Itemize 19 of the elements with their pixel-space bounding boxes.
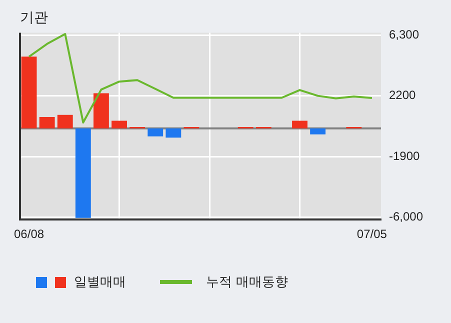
bar: [75, 128, 91, 218]
y-tick-label: 6,300: [388, 27, 420, 42]
y-tick-label: -6,000: [388, 210, 424, 224]
legend-label: 일별매매: [74, 274, 126, 291]
legend-label: 누적 매매동향: [206, 274, 288, 291]
y-tick-label: -1900: [388, 148, 420, 163]
bar: [94, 93, 109, 128]
x-tick-label: 07/05: [356, 227, 388, 242]
bar: [148, 128, 164, 136]
bar: [39, 117, 55, 128]
bar: [21, 56, 37, 128]
bar: [292, 120, 308, 128]
x-tick-label: 06/08: [14, 227, 44, 242]
bar: [112, 120, 127, 128]
bar: [57, 114, 73, 128]
bar: [166, 128, 182, 138]
chart-title: 기관: [20, 10, 48, 26]
y-tick-label: 2200: [388, 88, 416, 102]
bar: [310, 128, 326, 134]
